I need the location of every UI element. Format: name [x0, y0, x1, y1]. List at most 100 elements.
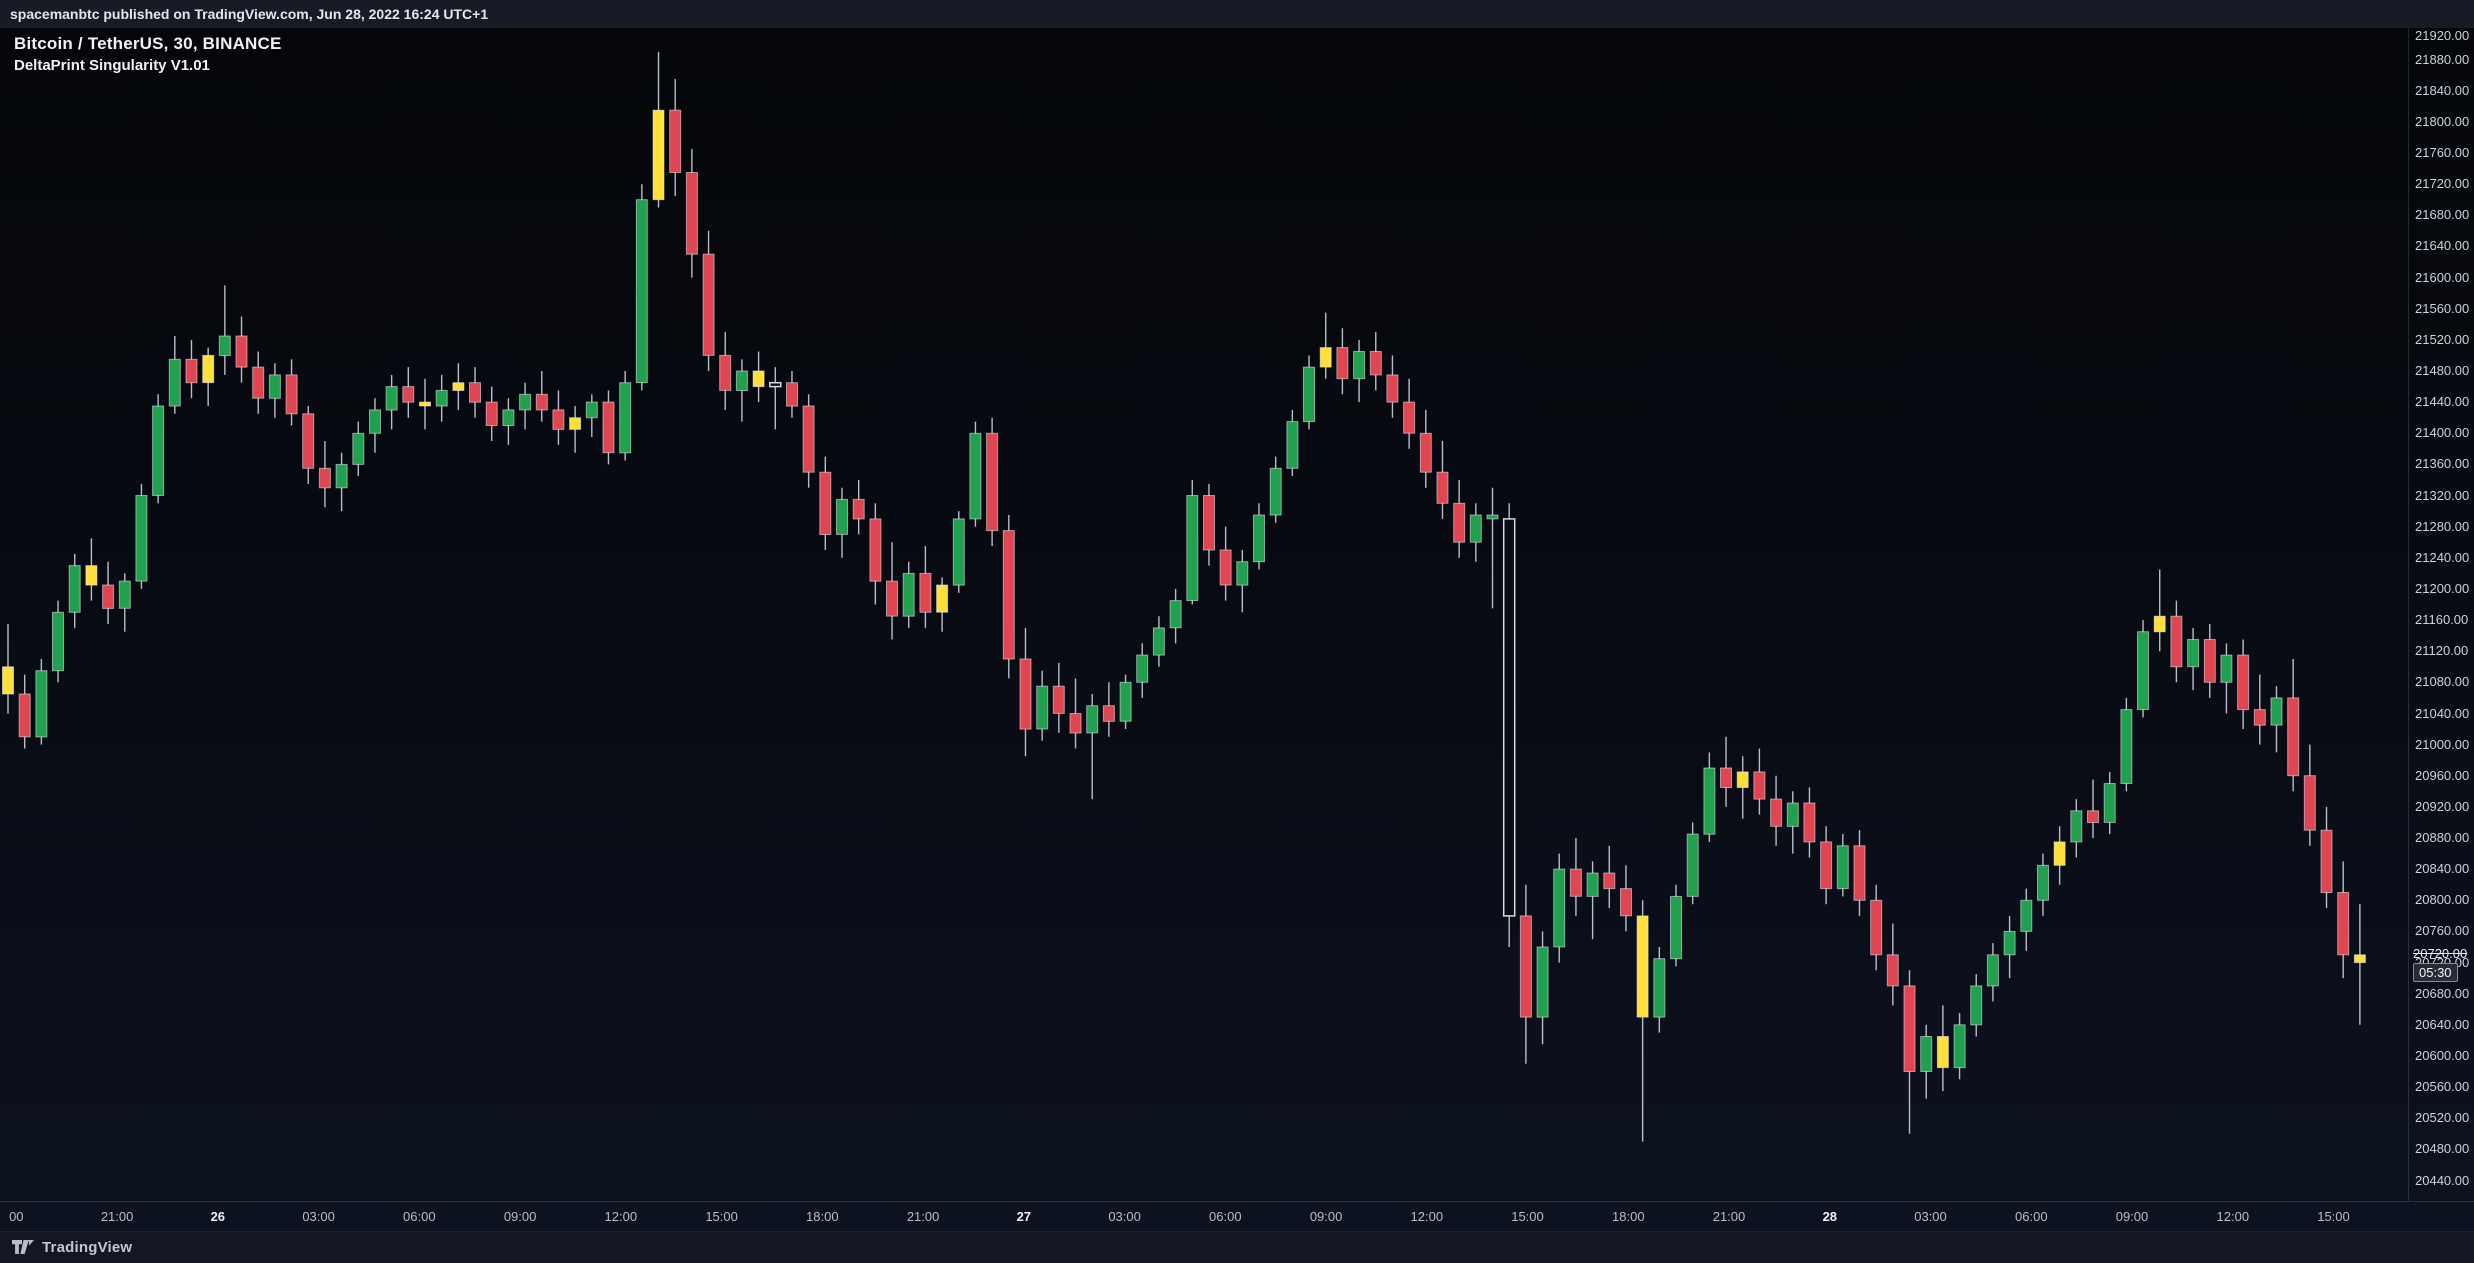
- candle: [1886, 923, 1899, 1006]
- candle: [1169, 588, 1182, 644]
- time-axis[interactable]: 00 21:00 26 03:00 06:00 09:00 12:00 15:00 18:00 2…: [0, 1201, 2474, 1231]
- candle: [1469, 503, 1482, 562]
- chart-canvas[interactable]: [0, 28, 2408, 1201]
- candle: [1203, 483, 1215, 566]
- tradingview-brand[interactable]: TradingView: [42, 1239, 133, 1256]
- candle: [335, 452, 348, 512]
- candle: [936, 577, 949, 632]
- candle: [702, 230, 715, 371]
- candle: [869, 503, 882, 605]
- time-tick-label: 26: [210, 1209, 226, 1224]
- price-tick-label: 21360.00: [2415, 456, 2470, 472]
- price-tick-label: 20600.00: [2415, 1048, 2470, 1063]
- last-price-label: 20720.00: [2413, 945, 2468, 961]
- candle: [2037, 853, 2049, 916]
- time-tick-label: 06:00: [2015, 1209, 2048, 1224]
- candle: [302, 406, 315, 484]
- candle: [202, 347, 215, 406]
- time-tick-label: 15:00: [1511, 1209, 1544, 1224]
- candle: [886, 542, 898, 640]
- price-axis[interactable]: 21920.00 21880.00 21840.00 21800.00 21760.00…: [2408, 28, 2474, 1201]
- price-tick-label: 21440.00: [2415, 394, 2470, 410]
- price-tick-label: 21800.00: [2415, 113, 2470, 129]
- price-tick-label: 21560.00: [2415, 300, 2470, 316]
- price-tick-label: 20680.00: [2415, 985, 2470, 1001]
- time-tick-label: 18:00: [806, 1209, 839, 1224]
- time-tick-label: 12:00: [2216, 1209, 2250, 1224]
- last-price-countdown: 20720.00 05:30: [2408, 946, 2474, 982]
- time-tick-label: 15:00: [705, 1209, 738, 1224]
- price-tick-label: 21200.00: [2415, 580, 2470, 596]
- candle: [1536, 931, 1549, 1045]
- candle: [1903, 970, 1916, 1134]
- price-tick-label: 20440.00: [2415, 1172, 2470, 1188]
- candle: [369, 398, 381, 453]
- candle: [519, 382, 532, 430]
- candle: [1369, 332, 1382, 391]
- price-tick-label: 21880.00: [2415, 51, 2470, 67]
- indicator-title: DeltaPrint Singularity V1.01: [14, 57, 210, 74]
- candle: [635, 184, 648, 391]
- candle: [185, 339, 198, 399]
- candle: [1853, 830, 1866, 916]
- candle: [68, 553, 81, 628]
- candle: [1603, 845, 1616, 909]
- time-tick-label: 03:00: [1108, 1209, 1141, 1224]
- price-tick-label: 21280.00: [2415, 518, 2470, 534]
- candle: [1269, 456, 1282, 523]
- candle: [769, 367, 782, 430]
- candle: [118, 573, 131, 632]
- candle: [318, 441, 331, 508]
- candle: [1136, 643, 1149, 698]
- candle: [419, 378, 431, 430]
- candle: [252, 351, 265, 414]
- publish-author: spacemanbtc: [10, 6, 100, 22]
- candle: [435, 374, 448, 422]
- time-tick-label: 28: [1822, 1209, 1838, 1224]
- price-tick-label: 20880.00: [2415, 830, 2470, 845]
- candle: [1119, 674, 1132, 729]
- candle: [135, 483, 148, 589]
- candle: [385, 374, 398, 430]
- candle: [1102, 682, 1115, 737]
- candle: [1303, 355, 1315, 430]
- candle: [986, 417, 999, 547]
- candle: [18, 674, 31, 749]
- candle: [1836, 834, 1849, 897]
- candle: [52, 600, 64, 683]
- candle: [1052, 662, 1065, 733]
- candle: [1152, 616, 1165, 667]
- candle: [1219, 526, 1232, 601]
- candle: [218, 285, 231, 375]
- candle: [1569, 838, 1582, 916]
- candle: [352, 421, 365, 477]
- price-tick-label: 20760.00: [2415, 923, 2470, 939]
- price-tick-label: 21680.00: [2415, 207, 2470, 223]
- price-tick-label: 20520.00: [2415, 1110, 2470, 1126]
- candle: [1670, 884, 1682, 967]
- price-tick-label: 21320.00: [2415, 487, 2470, 503]
- candle: [1069, 678, 1082, 749]
- candle: [2070, 799, 2083, 858]
- time-tick-label: 03:00: [1914, 1209, 1947, 1224]
- candle: [2103, 771, 2116, 835]
- candle: [685, 149, 698, 278]
- candle: [1186, 480, 1199, 605]
- time-tick-label: 00: [9, 1209, 24, 1224]
- candle: [1086, 694, 1099, 800]
- candle: [1403, 378, 1416, 449]
- candle: [1986, 943, 1999, 1002]
- candle: [1820, 826, 1833, 905]
- candle: [652, 51, 665, 208]
- price-tick-label: 21600.00: [2415, 269, 2470, 285]
- candle: [802, 394, 815, 488]
- candle: [35, 659, 48, 745]
- time-tick-label: 06:00: [403, 1209, 436, 1224]
- candle: [1519, 884, 1532, 1064]
- tradingview-logo-icon[interactable]: [12, 1240, 34, 1255]
- candle: [2137, 620, 2149, 718]
- price-tick-label: 20920.00: [2415, 798, 2470, 814]
- candle: [1870, 884, 1883, 971]
- candle: [1019, 627, 1032, 757]
- footer-bar: TradingView: [0, 1231, 2474, 1263]
